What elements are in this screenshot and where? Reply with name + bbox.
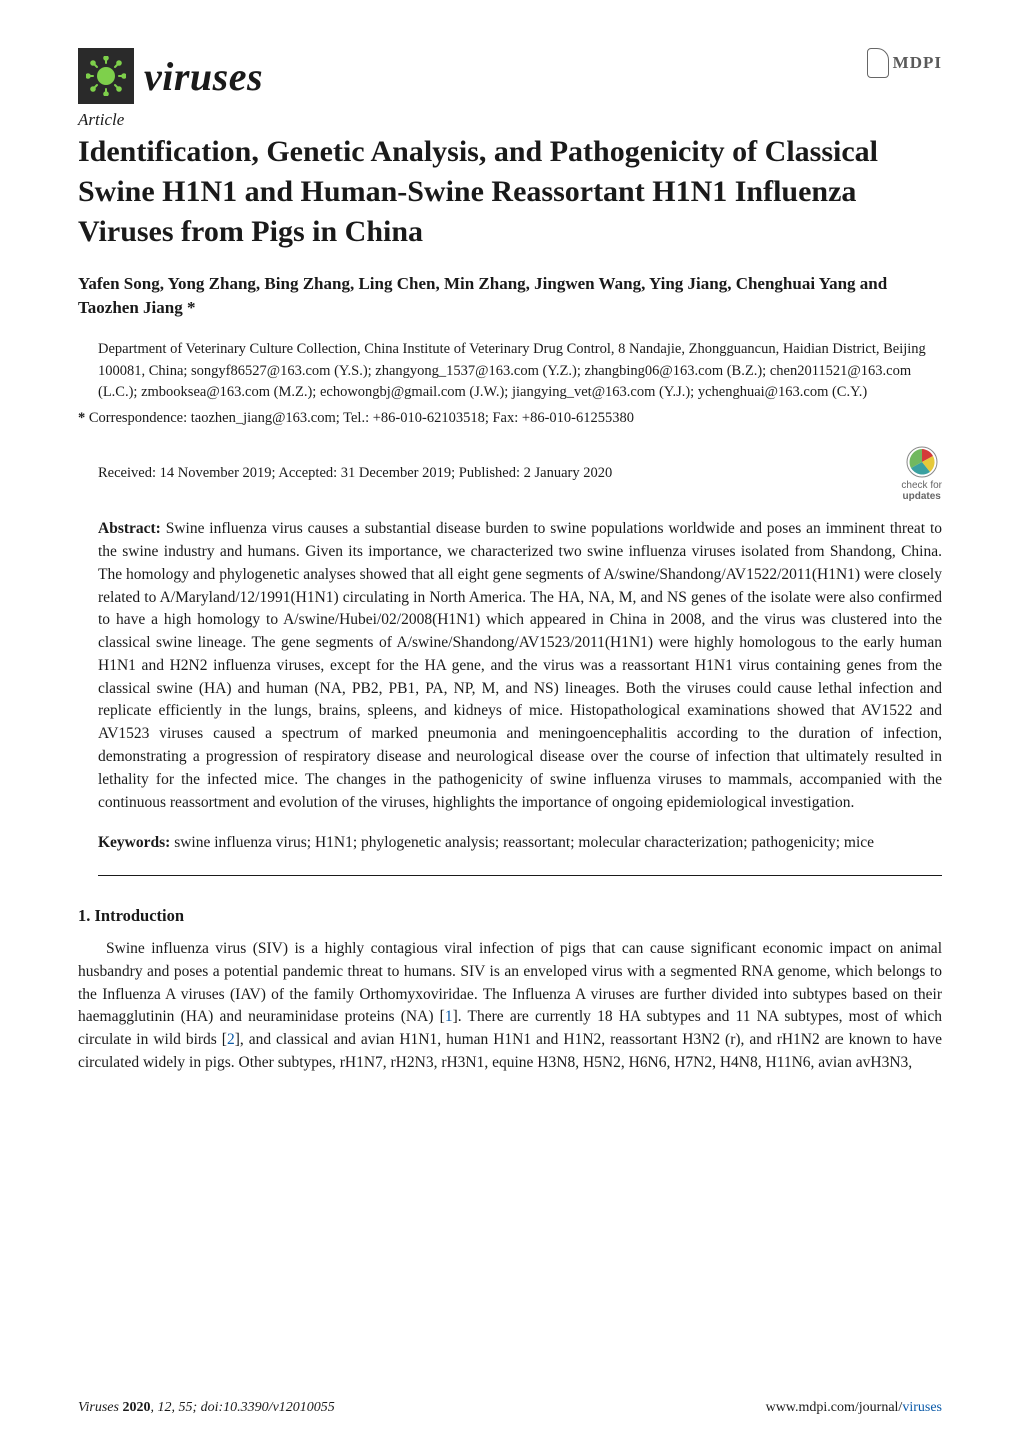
intro-paragraph-1: Swine influenza virus (SIV) is a highly … xyxy=(78,938,942,1075)
check-for-updates-badge[interactable]: check for updates xyxy=(901,445,942,502)
header-row: viruses MDPI xyxy=(78,48,942,104)
footer-right: www.mdpi.com/journal/viruses xyxy=(766,1400,942,1416)
footer-journal-italic: Viruses xyxy=(78,1400,122,1415)
abstract-block: Abstract: Swine influenza virus causes a… xyxy=(78,518,942,814)
viruses-logo-icon xyxy=(78,48,134,104)
page-footer: Viruses 2020, 12, 55; doi:10.3390/v12010… xyxy=(78,1400,942,1416)
correspondence-star: * xyxy=(78,410,85,426)
check-updates-line2: updates xyxy=(903,492,941,503)
footer-url-pre: www.mdpi.com/journal/ xyxy=(766,1400,903,1415)
correspondence-text: Correspondence: taozhen_jiang@163.com; T… xyxy=(89,410,634,426)
reference-link-1[interactable]: 1 xyxy=(445,1008,453,1025)
journal-name: viruses xyxy=(144,53,263,100)
article-type: Article xyxy=(78,110,942,130)
abstract-label: Abstract: xyxy=(98,520,161,537)
keywords-text: swine influenza virus; H1N1; phylogeneti… xyxy=(174,834,874,851)
journal-logo-block: viruses xyxy=(78,48,263,104)
keywords-block: Keywords: swine influenza virus; H1N1; p… xyxy=(78,832,942,875)
correspondence: * Correspondence: taozhen_jiang@163.com;… xyxy=(78,410,942,427)
abstract-text: Swine influenza virus causes a substanti… xyxy=(98,520,942,810)
footer-url-link[interactable]: viruses xyxy=(902,1400,942,1415)
publication-dates: Received: 14 November 2019; Accepted: 31… xyxy=(78,465,612,482)
publisher-logo: MDPI xyxy=(867,48,942,78)
updates-icon xyxy=(905,445,939,479)
section-divider xyxy=(98,875,942,876)
article-title: Identification, Genetic Analysis, and Pa… xyxy=(78,132,942,252)
publisher-name: MDPI xyxy=(893,53,942,73)
footer-left: Viruses 2020, 12, 55; doi:10.3390/v12010… xyxy=(78,1400,335,1416)
dates-row: Received: 14 November 2019; Accepted: 31… xyxy=(78,445,942,502)
affiliation-block: Department of Veterinary Culture Collect… xyxy=(78,339,942,404)
reference-link-2[interactable]: 2 xyxy=(227,1031,235,1048)
keywords-label: Keywords: xyxy=(98,834,170,851)
footer-volume: 2020 xyxy=(122,1400,150,1415)
mdpi-shape-icon xyxy=(867,48,889,78)
footer-issue-doi: , 12, 55; doi:10.3390/v12010055 xyxy=(150,1400,334,1415)
section-1-heading: 1. Introduction xyxy=(78,906,942,926)
authors-list: Yafen Song, Yong Zhang, Bing Zhang, Ling… xyxy=(78,272,942,321)
